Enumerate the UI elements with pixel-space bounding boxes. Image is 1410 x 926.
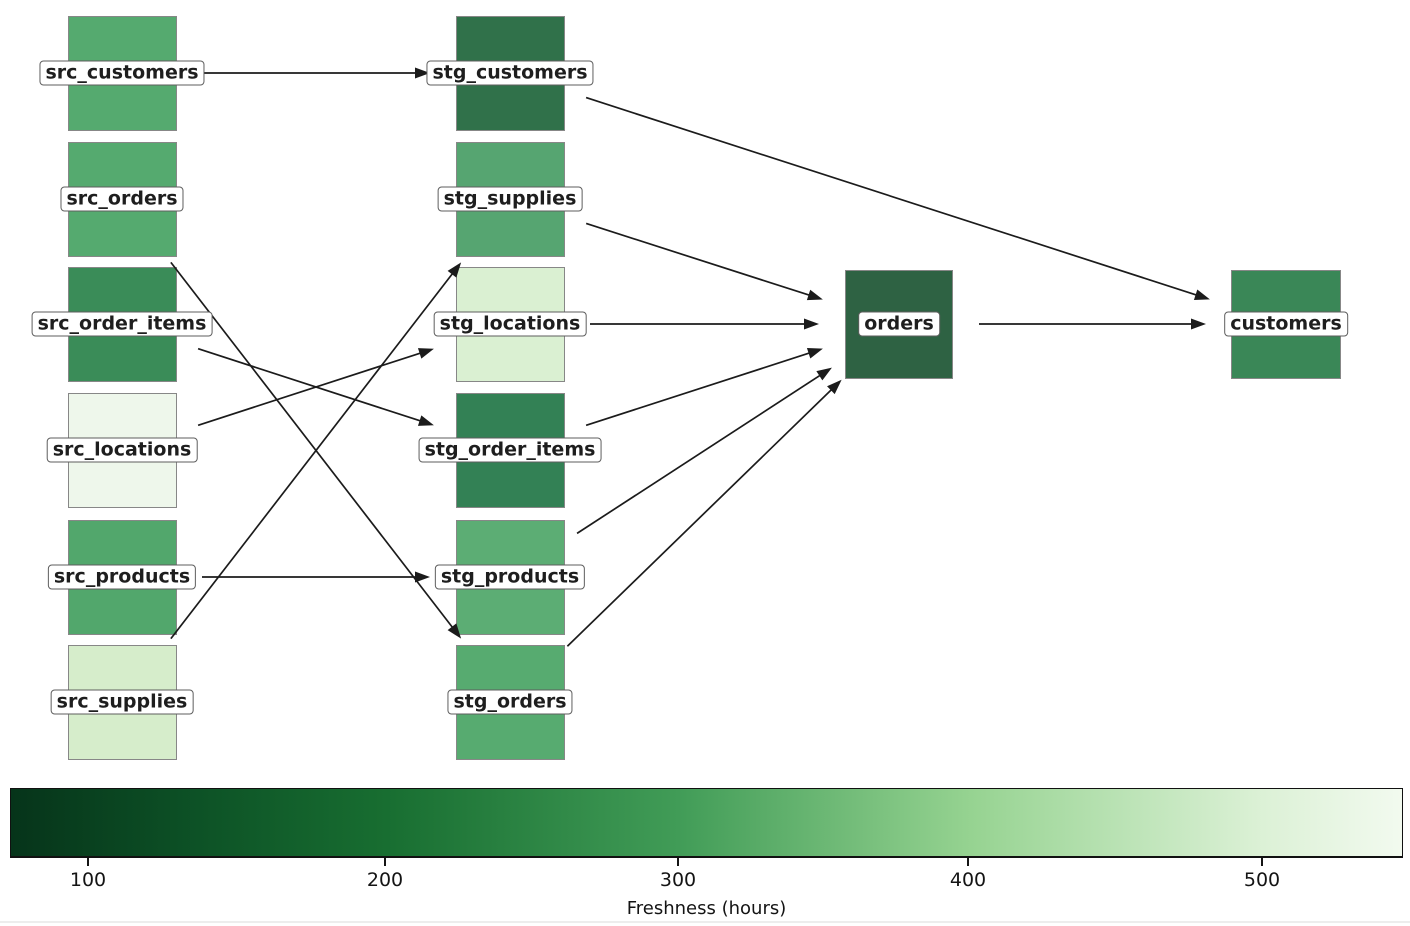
edges-layer (170, 67, 1210, 647)
colorbar-tick-label: 100 (69, 869, 107, 891)
arrowhead-icon (447, 623, 462, 639)
edge-stg_products-to-orders (576, 367, 832, 535)
arrowhead-icon (806, 348, 823, 359)
colorbar-tick-label: 200 (366, 869, 404, 891)
edge-stg_supplies-to-orders (585, 222, 823, 301)
edge-src_products-to-stg_products (202, 571, 430, 583)
colorbar-tick-mark (87, 858, 89, 866)
edge-src_supplies-to-stg_supplies (170, 262, 462, 640)
colorbar-tick-label: 500 (1243, 869, 1281, 891)
colorbar-tick-mark (677, 858, 679, 866)
arrowhead-icon (827, 379, 842, 395)
arrowhead-icon (417, 348, 434, 359)
edge-src_orders-to-stg_orders (170, 261, 462, 639)
edge-orders-to-customers (979, 318, 1206, 330)
arrowhead-icon (1191, 318, 1206, 330)
colorbar-tick-mark (384, 858, 386, 866)
arrowhead-icon (804, 318, 819, 330)
edge-stg_locations-to-orders (590, 318, 819, 330)
edge-stg_order_items-to-orders (585, 348, 823, 427)
arrowhead-icon (415, 571, 430, 583)
colorbar-axis-label: Freshness (hours) (626, 898, 787, 919)
colorbar-tick-label: 300 (659, 869, 697, 891)
colorbar-tick-label: 400 (949, 869, 987, 891)
edge-src_customers-to-stg_customers (202, 67, 430, 79)
edge-stg_customers-to-customers (585, 96, 1210, 300)
arrowhead-icon (417, 415, 434, 426)
arrowhead-icon (1193, 289, 1210, 300)
arrowhead-icon (415, 67, 430, 79)
arrowhead-icon (806, 289, 823, 301)
edge-src_locations-to-stg_locations (197, 348, 434, 427)
freshness-colorbar: 100 200 300 400 500 Freshness (hours) (10, 788, 1403, 926)
edge-stg_orders-to-orders (566, 379, 842, 647)
arrowhead-icon (816, 367, 832, 381)
colorbar-tick-mark (1261, 858, 1263, 866)
figure-bottom-rule (0, 921, 1410, 923)
colorbar-gradient-bar (10, 788, 1403, 858)
colorbar-tick-mark (967, 858, 969, 866)
arrowhead-icon (447, 262, 462, 278)
edge-src_order_items-to-stg_order_items (197, 347, 434, 426)
